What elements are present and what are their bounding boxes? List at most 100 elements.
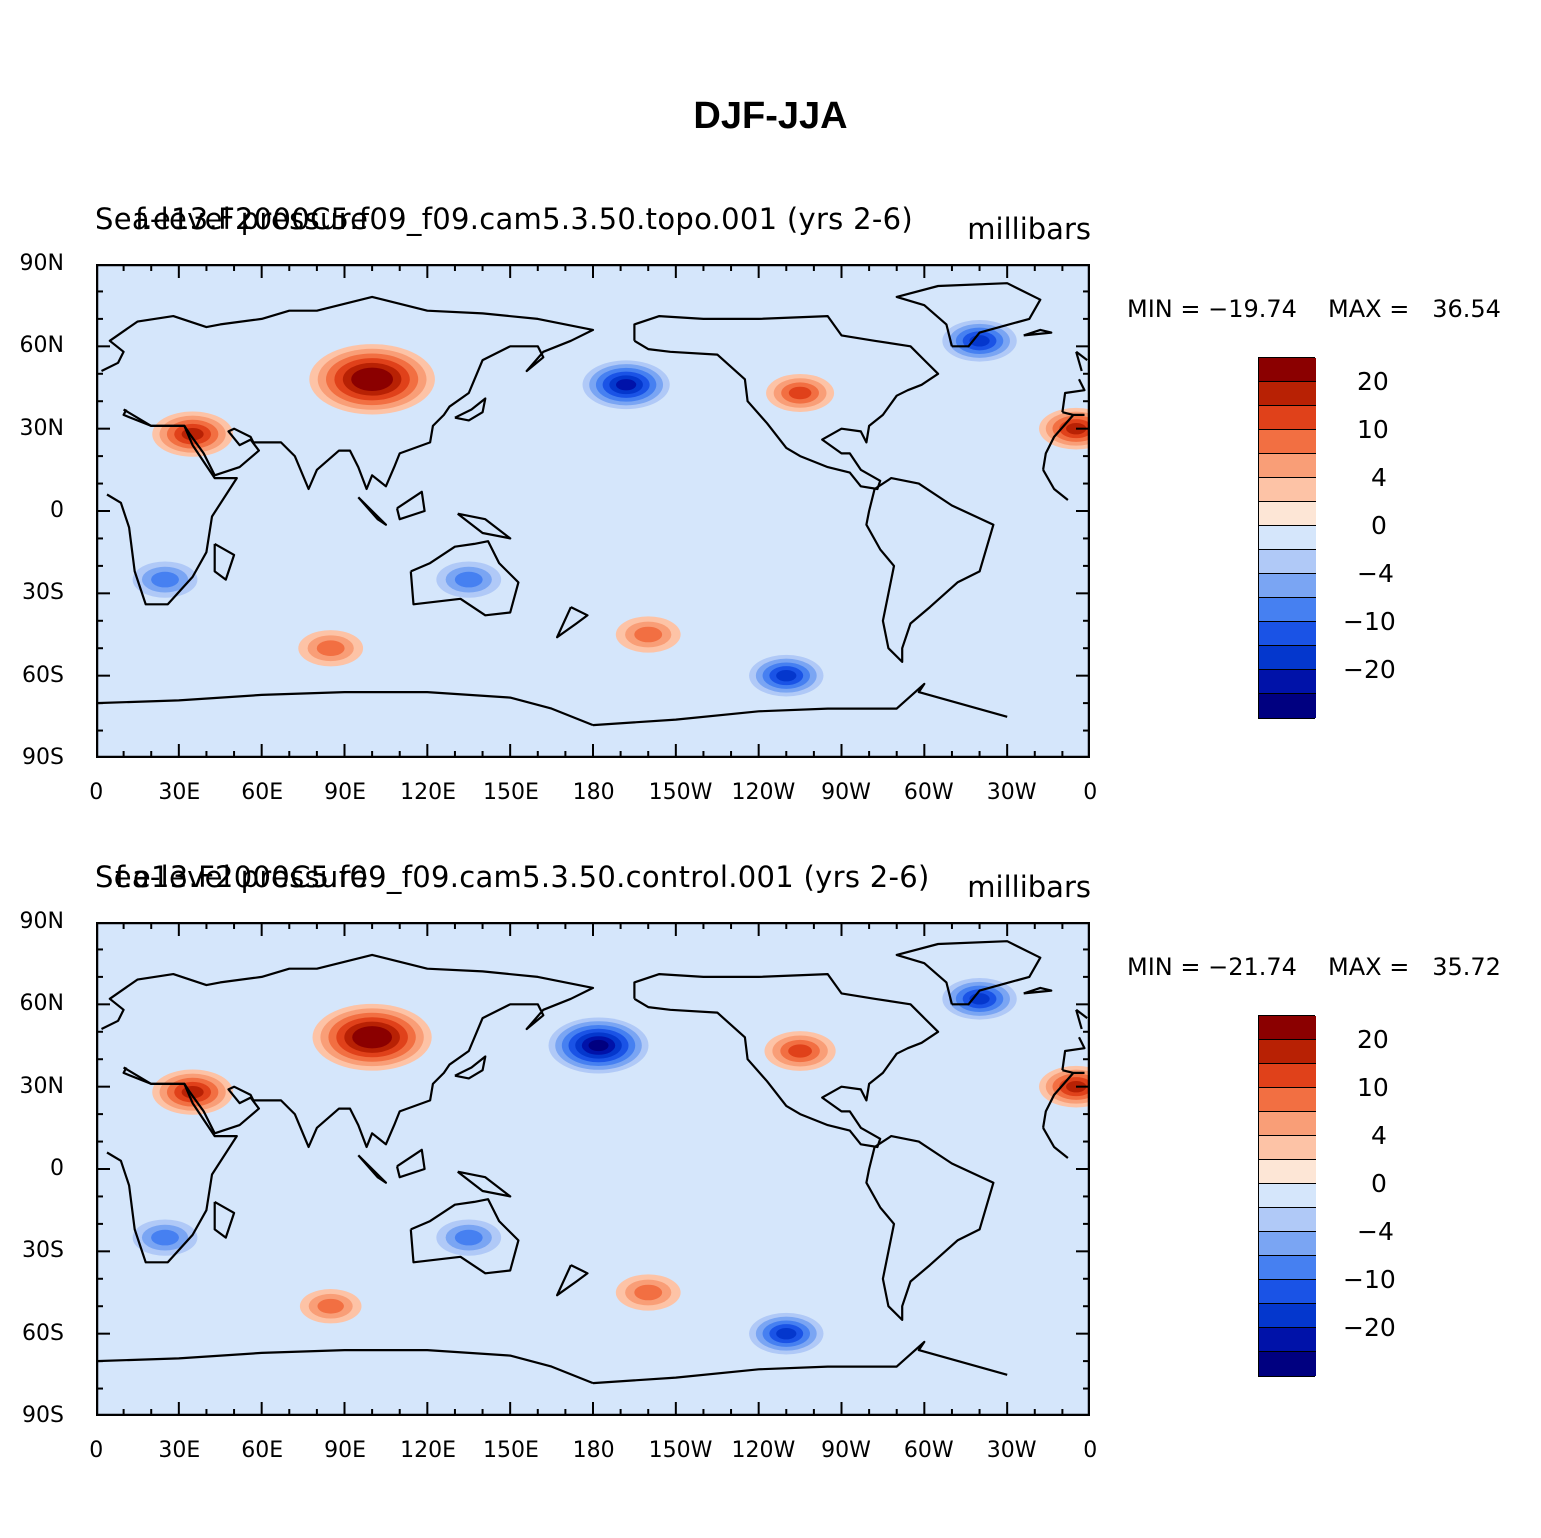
coastline-segment — [106, 408, 238, 606]
colorbar-swatch — [1259, 478, 1316, 502]
coastline-segment — [1075, 351, 1083, 372]
colorbar-swatch — [1259, 646, 1316, 670]
pressure-feature — [152, 411, 234, 457]
coastline-segment — [395, 490, 426, 521]
coastline-segment — [1075, 350, 1088, 361]
contour-fill — [151, 571, 179, 588]
x-tick-label: 150W — [648, 1438, 713, 1463]
coastline-segment — [865, 1135, 995, 1321]
pressure-feature — [766, 373, 835, 412]
pressure-feature — [548, 1017, 649, 1074]
min-label: MIN = −21.74 — [1127, 953, 1297, 981]
y-tick-label: 30S — [22, 580, 64, 606]
panel-units: millibars — [967, 870, 1091, 904]
pressure-feature — [309, 344, 435, 415]
colorbar-swatch — [1259, 694, 1316, 718]
coastline-segment — [1023, 986, 1053, 995]
colorbar-swatch — [1259, 550, 1316, 574]
contour-fill — [634, 626, 663, 643]
colorbar-swatch — [1259, 1136, 1316, 1160]
contour-fill — [316, 640, 345, 657]
colorbar-swatch — [1259, 1328, 1316, 1352]
x-tick-label: 150E — [482, 1438, 539, 1463]
colorbar-label: 10 — [1357, 1073, 1389, 1102]
colorbar-swatch — [1259, 1304, 1316, 1328]
contour-fill — [151, 1229, 179, 1246]
max-label: MAX = 36.54 — [1328, 295, 1501, 323]
x-tick-label: 180 — [572, 780, 615, 805]
colorbar-label: −4 — [1357, 559, 1394, 588]
coastline-segment — [592, 682, 1008, 727]
coastline-segment — [1042, 1127, 1069, 1159]
pressure-feature — [312, 1003, 432, 1071]
field-background — [96, 922, 1090, 1416]
coastline-segment — [592, 1340, 1008, 1385]
colorbar-swatch — [1259, 1208, 1316, 1232]
colorbar-label: −20 — [1343, 1313, 1396, 1342]
colorbar — [1258, 357, 1316, 719]
min-label: MIN = −19.74 — [1127, 295, 1297, 323]
panel-units: millibars — [967, 212, 1091, 246]
colorbar-swatch — [1259, 1040, 1316, 1064]
contour-fill — [360, 1030, 385, 1044]
colorbar-swatch — [1259, 574, 1316, 598]
pressure-feature — [1039, 407, 1090, 450]
colorbar-swatch — [1259, 358, 1316, 382]
contour-fill — [454, 571, 483, 588]
coastline-segment — [1042, 414, 1075, 470]
coastlines — [96, 940, 1088, 1385]
colorbar-label: −10 — [1343, 1265, 1396, 1294]
pressure-feature — [1039, 1065, 1090, 1108]
pressure-feature — [298, 630, 364, 667]
map-plot — [96, 922, 1090, 1416]
colorbar-swatch — [1259, 1280, 1316, 1304]
y-tick-label: 0 — [50, 1156, 64, 1181]
y-tick-label: 60N — [19, 991, 64, 1017]
map-panel-topo: Sea-level pressure f.e13.F2000C5.f09_f09… — [0, 0, 1541, 804]
coastline-segment — [409, 540, 520, 617]
x-tick-label: 120W — [731, 780, 796, 805]
colorbar-swatch — [1259, 1088, 1316, 1112]
coastline-segment — [895, 282, 1042, 348]
x-tick-label: 0 — [89, 780, 104, 805]
colorbar-label: 0 — [1371, 1169, 1387, 1198]
coastline-segment — [1061, 1036, 1086, 1071]
colorbar-swatch — [1259, 622, 1316, 646]
x-tick-label: 60W — [903, 1438, 954, 1463]
x-tick-label: 0 — [89, 1438, 104, 1463]
coastline-segment — [1075, 1008, 1088, 1019]
contour-map — [96, 922, 1090, 1416]
colorbar-label: −10 — [1343, 607, 1396, 636]
colorbar-label: 10 — [1357, 415, 1389, 444]
panel-center-title: f.e13.F2000C5.f09_f09.cam5.3.50.topo.001… — [135, 202, 913, 236]
coastline-segment — [1042, 469, 1069, 501]
colorbar-label: 20 — [1357, 367, 1389, 396]
contour-fill — [788, 1044, 812, 1058]
coastline-segment — [454, 397, 487, 422]
colorbar-swatch — [1259, 454, 1316, 478]
coastline-segment — [1023, 328, 1053, 337]
colorbar-swatch — [1259, 430, 1316, 454]
colorbar-swatch — [1259, 1256, 1316, 1280]
panel-center-title: f.e13.F2000C5.f09_f09.cam5.3.50.control.… — [115, 860, 930, 894]
x-tick-label: 90E — [324, 780, 366, 805]
coastline-segment — [865, 477, 995, 663]
pressure-feature — [582, 360, 670, 410]
coastline-segment — [556, 1264, 589, 1297]
contour-fill — [588, 1039, 609, 1052]
coastline-segment — [1061, 378, 1086, 413]
pressure-feature — [615, 1274, 681, 1311]
x-tick-label: 60W — [903, 780, 954, 805]
colorbar-swatch — [1259, 1112, 1316, 1136]
contour-fill — [317, 1298, 344, 1314]
colorbar-swatch — [1259, 1160, 1316, 1184]
x-tick-label: 30E — [158, 780, 201, 805]
coastline-segment — [895, 940, 1042, 1006]
y-tick-label: 90N — [19, 251, 64, 276]
coastline-segment — [409, 1198, 520, 1275]
coastline-segment — [101, 953, 595, 1149]
y-tick-label: 30N — [19, 1073, 64, 1099]
contour-fill — [776, 1327, 797, 1340]
colorbar-label: 20 — [1357, 1025, 1389, 1054]
coastline-segment — [96, 691, 594, 727]
